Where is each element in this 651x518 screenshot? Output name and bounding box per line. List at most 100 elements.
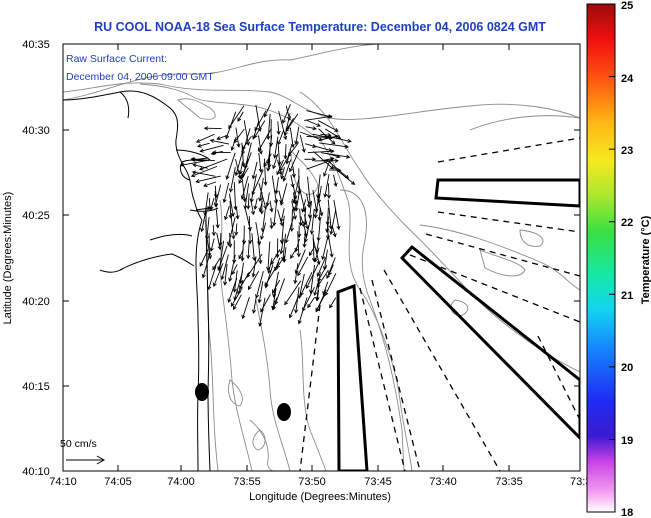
current-vector xyxy=(225,152,236,180)
current-vector xyxy=(216,232,222,251)
current-vector xyxy=(209,198,215,211)
current-vector xyxy=(299,134,306,153)
colorbar-tick-label: 23 xyxy=(621,145,633,157)
contour-line xyxy=(252,429,266,451)
x-tick-label: 73:40 xyxy=(429,476,457,488)
current-vector xyxy=(298,208,303,227)
current-vector xyxy=(323,159,331,177)
current-vector xyxy=(251,233,257,262)
current-vector xyxy=(253,120,266,139)
current-vector xyxy=(247,270,260,291)
current-vector xyxy=(269,200,274,213)
coast-line xyxy=(189,207,219,212)
current-vector xyxy=(283,144,288,160)
current-vector xyxy=(305,126,317,131)
current-vector xyxy=(238,167,249,184)
current-vector xyxy=(292,176,300,204)
current-vector xyxy=(307,296,315,309)
contour-line xyxy=(419,224,580,291)
beam-line xyxy=(437,137,580,163)
current-vector xyxy=(222,182,230,204)
current-vector xyxy=(253,198,258,211)
coastline xyxy=(63,90,219,471)
current-vector xyxy=(234,151,243,177)
current-vector xyxy=(241,128,251,155)
beam-line xyxy=(425,233,580,277)
current-vector xyxy=(195,175,221,184)
radar-beam-lines xyxy=(299,137,580,471)
current-vector xyxy=(246,241,251,260)
colorbar-tick-label: 21 xyxy=(621,290,633,302)
contour-line xyxy=(339,189,405,471)
current-vector xyxy=(308,246,316,257)
current-vector xyxy=(312,145,333,152)
current-vector xyxy=(209,138,230,145)
sector-outline xyxy=(434,178,580,208)
beam-line xyxy=(537,335,580,421)
sector-outline xyxy=(336,283,369,471)
y-tick-label: 40:15 xyxy=(22,381,50,393)
current-vector xyxy=(228,254,236,283)
current-vector xyxy=(282,247,287,263)
current-vector xyxy=(257,281,264,304)
current-vector xyxy=(332,166,356,185)
colorbar-tick-label: 24 xyxy=(621,73,634,85)
contour-line xyxy=(469,115,580,131)
current-vector xyxy=(304,157,317,162)
current-vector xyxy=(200,209,207,233)
current-vector xyxy=(224,205,230,221)
contour-line xyxy=(63,82,580,120)
current-vector xyxy=(313,193,320,219)
current-vector xyxy=(323,174,330,198)
contour-line xyxy=(204,219,219,471)
current-vector xyxy=(289,150,300,173)
current-vector xyxy=(211,225,216,237)
current-vector xyxy=(246,193,251,210)
current-vector xyxy=(324,273,337,297)
current-vector xyxy=(217,245,228,271)
current-vector xyxy=(267,257,273,274)
current-vector xyxy=(272,136,279,159)
current-vector xyxy=(321,156,335,162)
current-vector xyxy=(255,104,262,133)
current-vector xyxy=(239,271,250,290)
current-vector xyxy=(240,175,249,200)
current-vector xyxy=(238,249,244,260)
current-vector xyxy=(191,170,216,177)
current-vector xyxy=(288,296,299,319)
current-vector xyxy=(297,273,305,300)
current-vector xyxy=(190,165,218,178)
current-vector xyxy=(306,193,311,209)
y-tick-label: 40:35 xyxy=(22,39,50,51)
x-tick-label: 73:55 xyxy=(233,476,261,488)
current-annotation-line2: December 04, 2006 09:00 GMT xyxy=(66,71,214,83)
current-vector xyxy=(228,193,235,217)
current-vector xyxy=(291,166,296,179)
current-vector xyxy=(266,113,271,141)
current-vector xyxy=(212,257,221,271)
coast-line xyxy=(195,219,203,471)
current-vector xyxy=(314,158,339,163)
y-tick-labels: 40:35 40:30 40:25 40:20 40:15 40:10 xyxy=(22,39,50,478)
current-vector xyxy=(272,153,279,170)
current-vector xyxy=(269,217,274,230)
current-vector xyxy=(317,264,328,282)
current-vector xyxy=(316,269,329,288)
current-vector xyxy=(301,199,307,213)
current-vector xyxy=(197,142,210,148)
current-vector xyxy=(316,217,321,242)
contour-line xyxy=(299,91,580,373)
coast-line xyxy=(119,253,195,271)
y-tick-label: 40:10 xyxy=(22,466,50,478)
current-vector xyxy=(279,238,284,255)
current-vector xyxy=(235,206,240,220)
current-vector xyxy=(274,177,279,195)
colorbar-tick-label: 22 xyxy=(621,217,633,229)
current-vector xyxy=(294,287,300,314)
beam-line xyxy=(437,211,580,233)
current-vector xyxy=(234,223,239,236)
current-vector xyxy=(213,184,222,207)
scale-vector-label: 50 cm/s xyxy=(60,438,97,450)
current-vector xyxy=(333,200,341,231)
current-vector xyxy=(316,257,326,277)
